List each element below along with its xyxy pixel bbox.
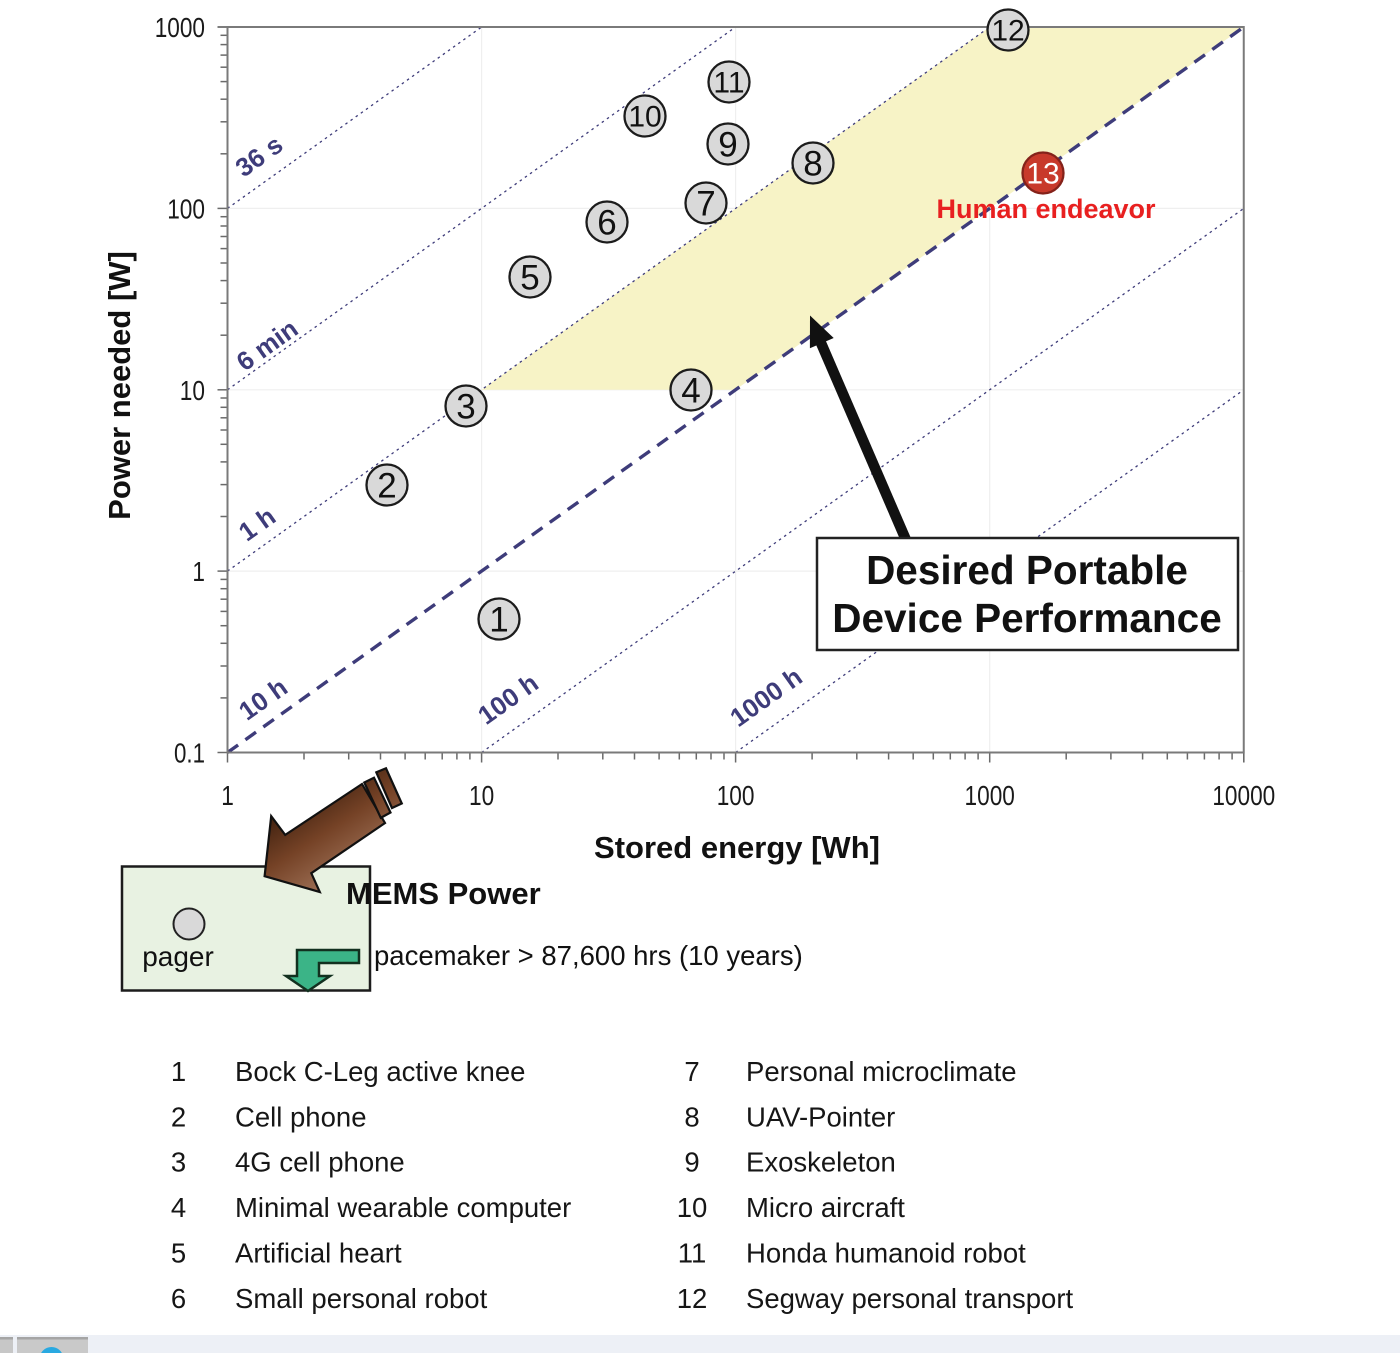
svg-text:3: 3 bbox=[456, 388, 475, 427]
svg-text:9: 9 bbox=[718, 126, 737, 165]
svg-text:Minimal wearable computer: Minimal wearable computer bbox=[235, 1192, 571, 1223]
svg-text:11: 11 bbox=[713, 67, 744, 100]
svg-text:1000: 1000 bbox=[155, 12, 205, 43]
svg-text:1 h: 1 h bbox=[233, 501, 281, 547]
svg-text:pager: pager bbox=[142, 941, 214, 972]
svg-text:2: 2 bbox=[171, 1101, 186, 1132]
svg-text:Device Performance: Device Performance bbox=[832, 595, 1221, 641]
svg-text:11: 11 bbox=[678, 1237, 707, 1268]
svg-text:Desired Portable: Desired Portable bbox=[866, 547, 1188, 593]
svg-text:Small personal robot: Small personal robot bbox=[235, 1283, 488, 1314]
svg-text:1: 1 bbox=[489, 601, 508, 640]
svg-text:7: 7 bbox=[696, 185, 715, 224]
svg-text:2: 2 bbox=[377, 467, 396, 506]
svg-text:UAV-Pointer: UAV-Pointer bbox=[746, 1101, 895, 1132]
svg-text:4G cell phone: 4G cell phone bbox=[235, 1147, 405, 1178]
svg-text:pacemaker > 87,600 hrs (10 yea: pacemaker > 87,600 hrs (10 years) bbox=[374, 940, 803, 971]
svg-text:10: 10 bbox=[469, 780, 494, 811]
svg-text:12: 12 bbox=[991, 15, 1024, 48]
svg-text:1: 1 bbox=[171, 1056, 186, 1087]
svg-text:Segway personal transport: Segway personal transport bbox=[746, 1283, 1073, 1314]
svg-text:Exoskeleton: Exoskeleton bbox=[746, 1147, 896, 1178]
svg-text:100: 100 bbox=[717, 780, 755, 811]
svg-text:100: 100 bbox=[167, 193, 205, 224]
svg-text:6 min: 6 min bbox=[231, 313, 304, 377]
svg-text:1000: 1000 bbox=[965, 780, 1015, 811]
svg-text:0.1: 0.1 bbox=[174, 738, 205, 769]
svg-text:Stored energy [Wh]: Stored energy [Wh] bbox=[594, 830, 880, 865]
svg-text:1: 1 bbox=[192, 556, 205, 587]
svg-text:4: 4 bbox=[171, 1192, 186, 1223]
svg-text:9: 9 bbox=[684, 1147, 699, 1178]
svg-text:13: 13 bbox=[1026, 158, 1059, 191]
svg-text:36 s: 36 s bbox=[230, 129, 289, 183]
svg-text:8: 8 bbox=[684, 1101, 699, 1132]
svg-text:1: 1 bbox=[221, 780, 234, 811]
svg-text:Cell phone: Cell phone bbox=[235, 1101, 366, 1132]
svg-text:10: 10 bbox=[180, 375, 205, 406]
svg-text:Artificial heart: Artificial heart bbox=[235, 1237, 402, 1268]
svg-text:10: 10 bbox=[677, 1192, 708, 1223]
svg-text:100 h: 100 h bbox=[472, 667, 544, 730]
svg-text:Human endeavor: Human endeavor bbox=[936, 194, 1156, 224]
svg-text:12: 12 bbox=[677, 1283, 708, 1314]
svg-text:6: 6 bbox=[597, 204, 616, 243]
svg-text:MEMS Power: MEMS Power bbox=[346, 876, 541, 911]
svg-text:1000 h: 1000 h bbox=[724, 661, 807, 732]
svg-text:5: 5 bbox=[171, 1237, 186, 1268]
svg-text:10: 10 bbox=[628, 101, 661, 134]
svg-text:Micro aircraft: Micro aircraft bbox=[746, 1192, 905, 1223]
svg-text:5: 5 bbox=[520, 259, 539, 298]
svg-text:8: 8 bbox=[803, 145, 822, 184]
svg-text:10 h: 10 h bbox=[233, 672, 293, 727]
svg-text:Personal microclimate: Personal microclimate bbox=[746, 1056, 1017, 1087]
svg-text:Bock C-Leg active knee: Bock C-Leg active knee bbox=[235, 1056, 525, 1087]
svg-text:7: 7 bbox=[684, 1056, 699, 1087]
svg-text:10000: 10000 bbox=[1212, 780, 1275, 811]
svg-text:6: 6 bbox=[171, 1283, 186, 1314]
svg-text:3: 3 bbox=[171, 1147, 186, 1178]
svg-text:4: 4 bbox=[681, 372, 700, 411]
svg-text:Power needed [W]: Power needed [W] bbox=[102, 251, 137, 520]
svg-text:Honda humanoid robot: Honda humanoid robot bbox=[746, 1237, 1026, 1268]
